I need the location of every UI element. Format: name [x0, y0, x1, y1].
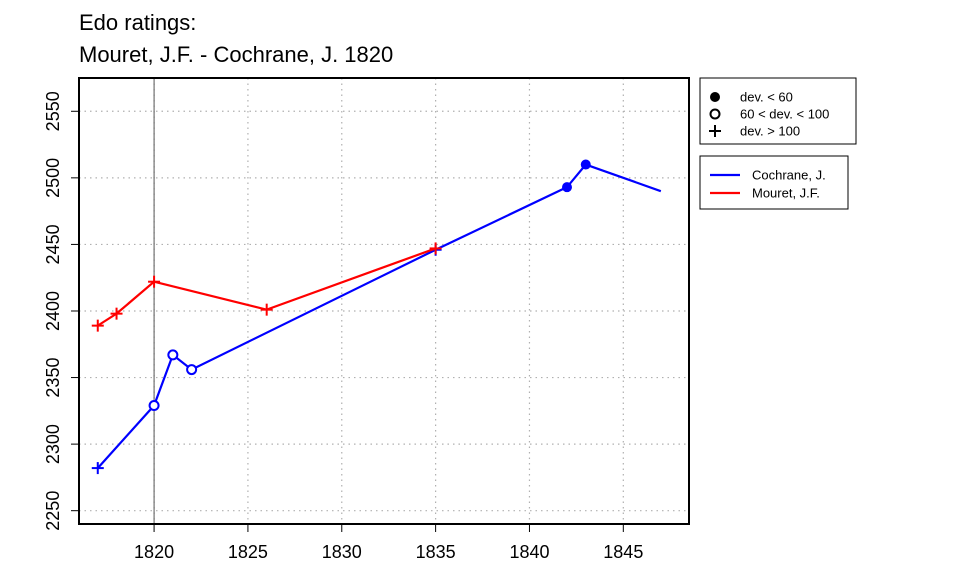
series-legend-box [699, 155, 849, 210]
y-tick-label: 2550 [43, 91, 63, 131]
plot-frame [78, 77, 690, 525]
x-tick-label: 1835 [416, 542, 456, 562]
legend-series-label: Mouret, J.F. [752, 186, 820, 201]
data-point [91, 462, 104, 475]
x-axis: 1820 1825 1830 1835 1840 1845 [134, 524, 643, 562]
data-point [562, 182, 572, 193]
x-tick-label: 1830 [322, 542, 362, 562]
chart-subtitle: Mouret, J.F. - Cochrane, J. 1820 [79, 42, 393, 67]
y-tick-label: 2350 [43, 358, 63, 398]
y-tick-label: 2450 [43, 224, 63, 264]
legend-marker-symbol [710, 92, 720, 102]
data-point [260, 303, 273, 316]
y-tick-label: 2250 [43, 491, 63, 531]
series-line [96, 163, 662, 469]
grid [79, 78, 689, 524]
y-axis: 2250 2300 2350 2400 2450 2500 2550 [43, 91, 79, 531]
data-point [148, 275, 161, 288]
data-point [429, 242, 442, 255]
legend-marker-label: dev. < 60 [740, 90, 793, 105]
data-point [91, 319, 104, 332]
series-group [91, 159, 662, 475]
legend-marker-label: 60 < dev. < 100 [740, 107, 829, 122]
x-tick-label: 1825 [228, 542, 268, 562]
series-0 [91, 159, 662, 475]
data-point [186, 364, 198, 376]
legend-marker-symbol [709, 108, 721, 120]
data-point [580, 159, 591, 170]
legend-series-label: Cochrane, J. [752, 168, 826, 183]
data-point [167, 349, 179, 361]
x-tick-label: 1840 [509, 542, 549, 562]
chart-title: Edo ratings: [79, 10, 196, 35]
legend-marker-label: dev. > 100 [740, 124, 800, 139]
series-legend: Cochrane, J. Mouret, J.F. [699, 155, 849, 210]
data-point [148, 400, 160, 412]
marker-legend-box [699, 77, 857, 145]
y-tick-label: 2500 [43, 158, 63, 198]
data-point [110, 307, 123, 320]
series-1 [91, 242, 442, 332]
y-tick-label: 2400 [43, 291, 63, 331]
marker-legend: dev. < 60 60 < dev. < 100 dev. > 100 [699, 77, 857, 145]
legend-marker-symbol [709, 125, 721, 137]
x-tick-label: 1845 [603, 542, 643, 562]
y-tick-label: 2300 [43, 424, 63, 464]
x-tick-label: 1820 [134, 542, 174, 562]
